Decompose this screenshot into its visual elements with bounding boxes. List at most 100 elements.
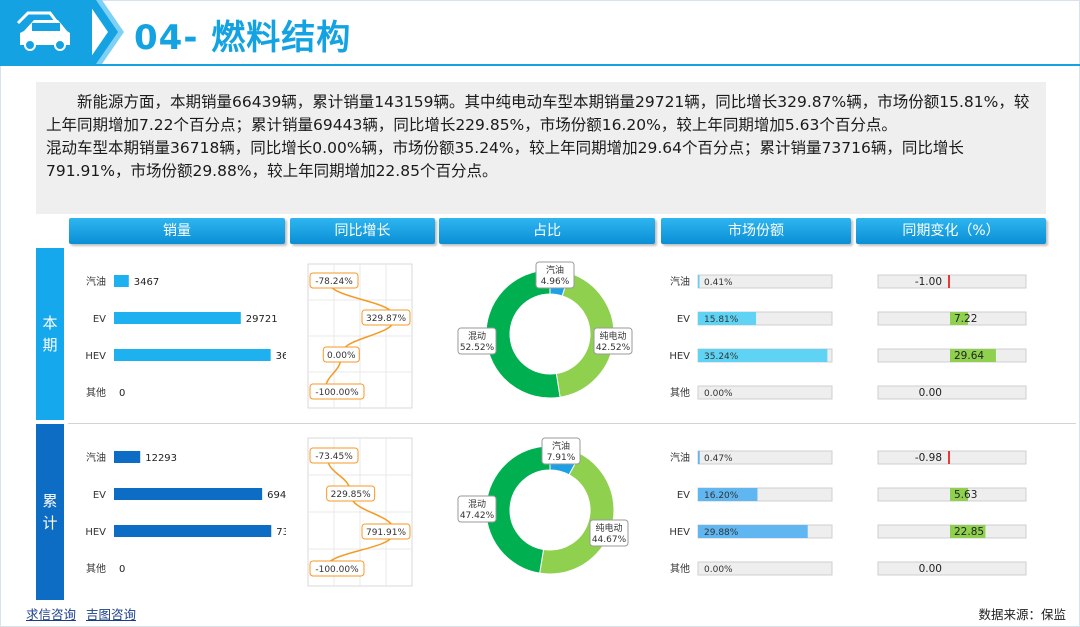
category-label: 汽油 [86, 275, 106, 288]
data-label-box [309, 560, 365, 577]
footer-link-1[interactable]: 求信咨询 [26, 607, 77, 622]
category-label: HEV [85, 351, 106, 362]
category-label: 其他 [670, 562, 690, 575]
donut-slice [555, 272, 615, 398]
summary-paragraph-2: 混动车型本期销量36718辆，同比增长0.00%辆，市场份额35.24%，较上年… [46, 139, 964, 180]
footer-links: 求信咨询 吉图咨询 [26, 604, 142, 623]
bar [114, 488, 263, 500]
value-label: 0 [119, 564, 125, 575]
column-header-market-share: 市场份额 [661, 218, 851, 244]
category-label: 其他 [670, 386, 690, 399]
share-label: 16.20% [704, 491, 739, 501]
change-bar-negative [948, 451, 950, 464]
value-label: 0 [119, 388, 125, 399]
share-label: 29.88% [704, 528, 739, 538]
share-label: 15.81% [704, 315, 739, 325]
change-bar-positive [950, 525, 986, 538]
donut-label-box [535, 261, 575, 289]
share-track [697, 385, 833, 400]
change-track [877, 274, 1027, 289]
change-track [877, 450, 1027, 465]
donut-value: 44.67% [592, 535, 627, 545]
header-arrow [86, 0, 124, 64]
sales-chart-current: 汽油 3467 EV 29721 HEV 36718 其他 0 [85, 275, 286, 399]
summary-paragraph-1: 新能源方面，本期销量66439辆，累计销量143159辆。其中纯电动车型本期销量… [46, 93, 1030, 134]
data-label: 329.87% [366, 314, 406, 324]
donut-label-box [457, 327, 497, 355]
category-label: EV [677, 314, 690, 325]
donut-label-box [589, 519, 629, 547]
summary-box: 新能源方面，本期销量66439辆，累计销量143159辆。其中纯电动车型本期销量… [36, 82, 1046, 214]
data-label: -73.45% [315, 452, 353, 462]
change-bar-negative [948, 275, 950, 288]
car-icon [16, 11, 70, 51]
change-label: -1.00 [915, 276, 942, 288]
row-separator [68, 423, 1076, 424]
data-source: 数据来源：保监 [978, 607, 1066, 622]
column-header-share: 占比 [439, 218, 655, 244]
change-bar-positive [950, 349, 996, 362]
donut-category: 汽油 [552, 440, 570, 452]
change-label: 22.85 [954, 526, 984, 538]
growth-line [324, 280, 396, 393]
category-label: EV [93, 314, 106, 325]
share-bar [698, 525, 808, 538]
value-label: 36718 [276, 351, 286, 362]
share-bar [698, 451, 700, 464]
data-label: 791.91% [366, 528, 406, 538]
market-share-chart-cumulative: 汽油 0.47% EV 16.20% HEV 29.88% 其他 0.00% [669, 450, 833, 576]
footer-link-2[interactable]: 吉图咨询 [86, 607, 137, 622]
category-label: HEV [669, 351, 690, 362]
growth-line [324, 455, 396, 570]
bar [114, 525, 272, 537]
value-label: 69443 [267, 490, 286, 501]
bar [114, 275, 129, 287]
data-label: 0.00% [327, 351, 356, 361]
category-label: EV [677, 490, 690, 501]
page-title: 04- 燃料结构 [134, 18, 352, 58]
data-label: 229.85% [331, 490, 371, 500]
yoy-change-chart-current: -1.00 7.22 29.64 0.00 [877, 274, 1027, 400]
donut-category: 汽油 [546, 264, 564, 276]
share-bar [698, 349, 828, 362]
donut-category: 纯电动 [595, 522, 622, 534]
share-bar [698, 488, 758, 501]
column-header-growth: 同比增长 [290, 218, 435, 244]
share-label: 0.00% [704, 565, 733, 575]
row-label-current: 本期 [36, 248, 64, 420]
data-label: -100.00% [315, 388, 359, 398]
share-label: 0.41% [704, 278, 733, 288]
market-share-chart-current: 汽油 0.41% EV 15.81% HEV 35.24% 其他 0.00% [669, 274, 833, 400]
donut-label: 汽油7.91% [541, 437, 581, 465]
column-header-sales: 销量 [69, 218, 285, 244]
category-label: EV [93, 490, 106, 501]
change-bar-positive [950, 488, 968, 501]
header-logo [0, 0, 92, 64]
change-label: -0.98 [915, 452, 942, 464]
donut-category: 混动 [468, 499, 486, 510]
share-label: 0.00% [704, 389, 733, 399]
yoy-change-chart-cumulative: -0.98 5.63 22.85 0.00 [877, 450, 1027, 576]
share-label: 35.24% [704, 352, 739, 362]
share-track [697, 561, 833, 576]
growth-chart-current: -78.24% 329.87% 0.00% -100.00% [307, 263, 413, 409]
data-label-box [309, 447, 359, 464]
change-label: 0.00 [919, 563, 942, 575]
data-label: -100.00% [315, 565, 359, 575]
change-label: 0.00 [919, 387, 942, 399]
category-label: 汽油 [86, 451, 106, 464]
donut-value: 47.42% [460, 511, 495, 521]
change-label: 7.22 [954, 313, 977, 325]
sales-chart-cumulative: 汽油 12293 EV 69443 HEV 73716 其他 0 [85, 451, 286, 575]
bar [114, 451, 141, 463]
share-bar [698, 312, 757, 325]
value-label: 29721 [246, 314, 278, 325]
category-label: 其他 [86, 562, 106, 575]
donut-label: 汽油4.96% [535, 261, 575, 289]
column-header-yoy-change: 同期变化（%） [856, 218, 1046, 244]
donut-category: 混动 [468, 331, 486, 342]
change-bar-positive [950, 312, 968, 325]
